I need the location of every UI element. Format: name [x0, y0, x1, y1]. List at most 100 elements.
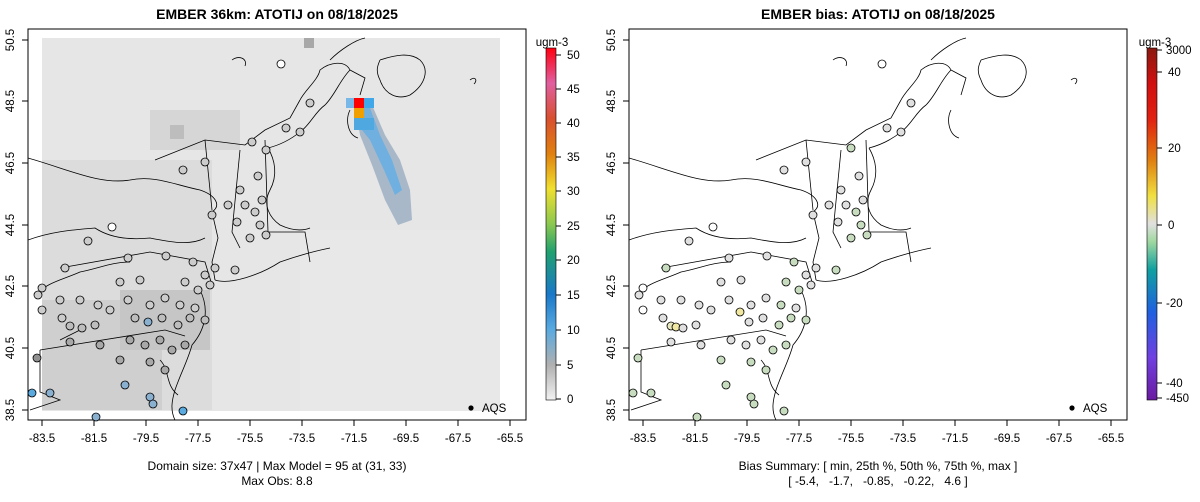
x-tick-label: -83.5 — [29, 433, 55, 445]
left-caption-line1: Domain size: 37x47 | Max Model = 95 at (… — [148, 459, 407, 473]
right-caption-line2: [ -5.4, -1.7, -0.85, -0.22, 4.6 ] — [788, 474, 967, 488]
model-cells-ocean — [300, 230, 500, 411]
right-map-title: EMBER bias: ATOTIJ on 08/18/2025 — [761, 6, 995, 22]
bias-site — [882, 123, 892, 133]
aqs-site — [257, 195, 267, 205]
aqs-site — [245, 233, 255, 243]
bias-site — [716, 355, 726, 365]
x-tick-label: -73.5 — [890, 433, 916, 445]
aqs-site — [140, 340, 150, 350]
colorbar-label: 3000 — [1166, 45, 1192, 57]
aqs-site — [95, 340, 105, 350]
bias-site — [774, 320, 784, 330]
x-tick-label: -71.5 — [341, 433, 367, 445]
aqs-site — [232, 217, 242, 227]
x-tick-label: -81.5 — [81, 433, 107, 445]
aqs-site — [281, 123, 291, 133]
bias-site — [721, 380, 731, 390]
bias-site — [786, 313, 796, 323]
colorbar-label: -40 — [1166, 378, 1183, 390]
right-colorbar — [1146, 47, 1158, 401]
aqs-site — [210, 263, 220, 273]
bias-site — [761, 365, 771, 375]
aqs-site — [105, 305, 115, 315]
aqs-site — [65, 321, 75, 331]
bias-site — [758, 313, 768, 323]
bias-site — [746, 357, 756, 367]
aqs-site — [295, 127, 305, 137]
aqs-site — [200, 315, 210, 325]
right-colorbar-ticks — [1157, 49, 1162, 399]
right-caption-line1: Bias Summary: [ min, 25th %, 50th %, 75t… — [739, 459, 1018, 473]
bias-site — [811, 263, 821, 273]
bias-site — [808, 210, 818, 220]
left-map-title: EMBER 36km: ATOTIJ on 08/18/2025 — [156, 6, 398, 22]
y-tick-label: 40.5 — [606, 337, 618, 359]
bias-site — [858, 195, 868, 205]
aqs-site — [90, 320, 100, 330]
bias-site — [749, 399, 759, 409]
model-cell-dark — [170, 125, 184, 139]
bias-site — [726, 335, 736, 345]
left-colorbar-ticks — [556, 54, 561, 400]
x-tick-label: -67.5 — [445, 433, 471, 445]
right-y-tick-labels: 38.5 40.5 42.5 44.5 46.5 48.5 50.5 — [606, 29, 618, 421]
right-x-tick-labels: -83.5 -81.5 -79.5 -77.5 -75.5 -73.5 -71.… — [630, 433, 1124, 445]
colorbar-label: -20 — [1166, 298, 1183, 310]
bias-site — [806, 280, 816, 290]
left-map-panel: EMBER 36km: ATOTIJ on 08/18/2025 — [5, 6, 580, 488]
aqs-site — [123, 253, 133, 263]
colorbar-label: 35 — [567, 152, 580, 164]
hotspot-cell-red — [354, 98, 364, 108]
bias-site — [684, 236, 694, 246]
model-cells-quebec — [150, 110, 240, 150]
bias-site — [794, 285, 804, 295]
aqs-site — [130, 313, 140, 323]
aqs-legend-label: AQS — [1083, 403, 1108, 415]
aqs-site — [261, 230, 271, 240]
bias-site — [846, 233, 856, 243]
aqs-site — [185, 313, 195, 323]
aqs-site — [207, 210, 217, 220]
aqs-site — [247, 137, 257, 147]
aqs-site — [261, 145, 271, 155]
bias-site — [692, 412, 702, 422]
aqs-site — [276, 59, 286, 69]
x-tick-label: -71.5 — [942, 433, 968, 445]
bias-site — [768, 345, 778, 355]
x-tick-label: -77.5 — [185, 433, 211, 445]
bias-site — [678, 323, 688, 333]
aqs-site — [123, 295, 133, 305]
colorbar-label: 0 — [567, 394, 573, 406]
bias-site — [656, 295, 666, 305]
bias-site — [746, 300, 756, 310]
hotspot-cell-blue — [364, 98, 374, 108]
aqs-legend-marker — [468, 405, 474, 411]
bias-site — [906, 98, 916, 108]
plume-cells — [354, 118, 374, 130]
y-tick-label: 48.5 — [5, 90, 17, 112]
x-tick-label: -75.5 — [838, 433, 864, 445]
aqs-legend-marker — [1069, 405, 1075, 411]
y-tick-label: 38.5 — [606, 399, 618, 421]
bias-site — [691, 320, 701, 330]
aqs-site — [200, 270, 210, 280]
aqs-site — [135, 275, 145, 285]
bias-site — [779, 406, 789, 416]
bias-site — [666, 337, 676, 347]
left-caption-line2: Max Obs: 8.8 — [241, 474, 313, 488]
bias-site — [856, 220, 866, 230]
aqs-site — [45, 388, 55, 398]
aqs-site — [125, 335, 135, 345]
y-tick-label: 44.5 — [606, 214, 618, 236]
bias-site — [776, 300, 786, 310]
aqs-site — [250, 207, 260, 217]
aqs-site — [200, 157, 210, 167]
y-tick-label: 50.5 — [606, 29, 618, 51]
aqs-site — [175, 300, 185, 310]
bias-site — [638, 283, 648, 293]
bias-site — [836, 185, 846, 195]
y-tick-label: 50.5 — [5, 29, 17, 51]
aqs-site — [160, 293, 170, 303]
bias-site — [694, 300, 704, 310]
